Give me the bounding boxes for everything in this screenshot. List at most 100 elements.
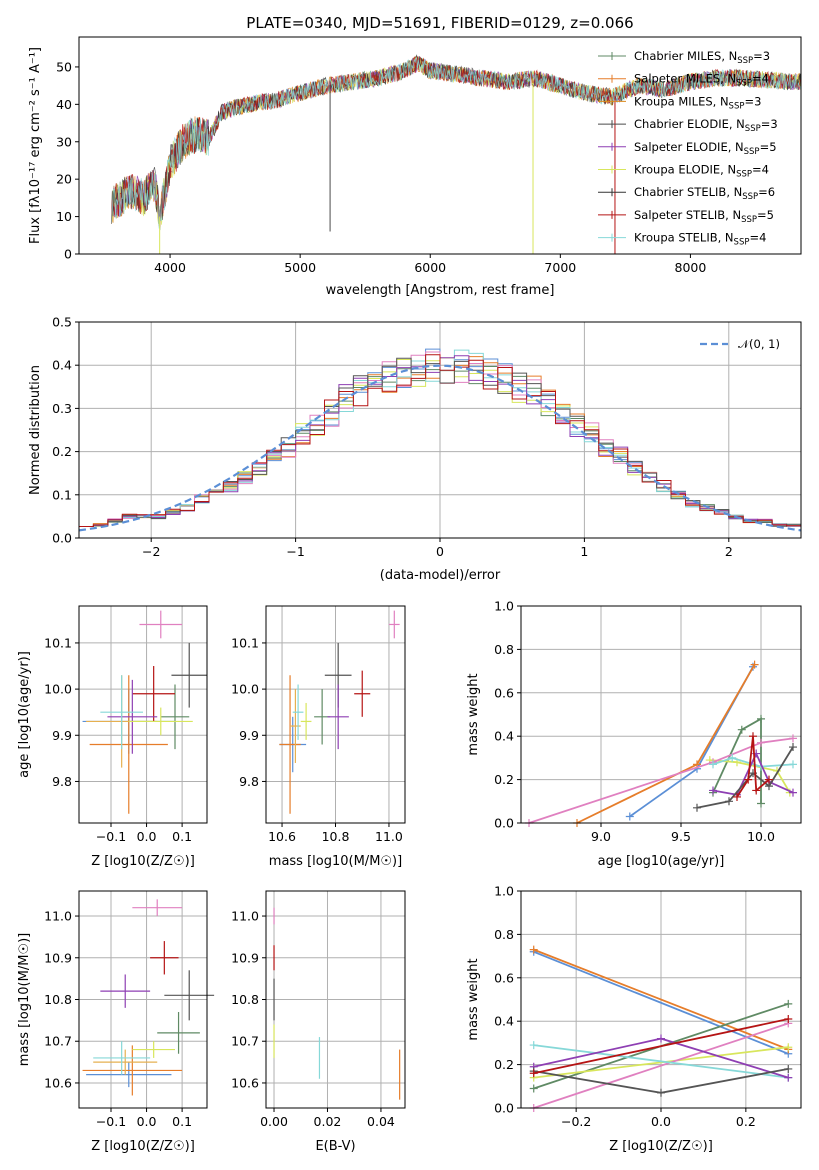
weight-marker [789, 760, 797, 769]
y-tick-label: 0.0 [494, 816, 514, 831]
x-tick-label: 0.02 [314, 1114, 342, 1129]
data-point [93, 1041, 151, 1075]
weight-marker [765, 775, 773, 784]
weight-marker [784, 1064, 793, 1073]
weight-marker [737, 725, 746, 734]
axes-frame [78, 36, 802, 255]
plot-area [78, 348, 802, 538]
y-tick-label: 10.9 [231, 950, 259, 965]
x-tick-label: −2 [142, 544, 160, 559]
data-point [388, 610, 400, 639]
data-point [86, 1062, 172, 1088]
y-tick-label: 9.9 [52, 728, 72, 743]
chart-massweight-vs-age: 9.0 9.5 10.0 0.0 0.2 0.4 0.6 0.8 1.0 age [log10(a… [466, 599, 802, 869]
weight-marker [529, 1069, 538, 1078]
x-tick-label: 9.0 [591, 829, 611, 844]
plot-area [525, 660, 797, 827]
histogram-series [78, 354, 801, 538]
data-point [139, 610, 183, 639]
weight-marker [750, 660, 759, 669]
data-point [150, 941, 179, 975]
x-tick-label: 10.0 [747, 829, 775, 844]
x-tick-label: −0.1 [96, 829, 126, 844]
data-point [327, 684, 349, 750]
data-point [132, 1041, 175, 1058]
y-tick-label: 11.0 [231, 909, 259, 924]
x-tick-label: 7000 [544, 260, 576, 275]
y-tick-label: 50 [56, 59, 72, 74]
y-tick-label: 9.8 [239, 774, 259, 789]
weight-marker [529, 945, 538, 954]
chart-title: PLATE=0340, MJD=51691, FIBERID=0129, z=0… [246, 14, 633, 32]
weight-marker [789, 734, 797, 743]
weight-marker [529, 1084, 538, 1093]
y-tick-label: 10.8 [231, 992, 259, 1007]
x-tick-label: 6000 [414, 260, 446, 275]
data-point [171, 642, 207, 708]
y-axis-label: mass weight [466, 673, 481, 755]
x-tick-label: 1 [580, 544, 588, 559]
x-axis-label: age [log10(age/yr)] [598, 854, 725, 869]
data-point [89, 675, 168, 814]
weight-marker [529, 1041, 538, 1050]
y-tick-label: 0.6 [494, 970, 514, 985]
x-axis-label: wavelength [Angstrom, rest frame] [326, 283, 555, 298]
plot-area [529, 945, 793, 1112]
data-point [82, 1045, 183, 1096]
data-point [107, 679, 158, 754]
chart-age-vs-Z: −0.1 0.0 0.1 9.8 9.9 10.0 10.1 Z [log10(Z/Z☉)] a… [17, 605, 208, 869]
y-axis-label: mass [log10(M/M☉)] [17, 933, 32, 1066]
weight-marker [625, 812, 634, 821]
x-axis-label: (data-model)/error [380, 568, 501, 583]
weight-marker [657, 1034, 665, 1043]
chart-mass-vs-EBV: 0.00 0.02 0.04 10.6 10.7 10.8 10.9 11.0 E(B-V) [231, 890, 406, 1154]
axes-frame [520, 605, 802, 824]
spectrum-line [111, 57, 801, 229]
y-tick-label: 11.0 [44, 909, 72, 924]
weight-marker [733, 792, 741, 801]
data-point [279, 675, 301, 814]
data-point [164, 970, 215, 1021]
weight-marker [784, 999, 793, 1008]
data-point [128, 707, 193, 736]
legend-entry: Salpeter STELIB, NSSP=5 [634, 208, 774, 225]
x-tick-label: 4000 [154, 260, 186, 275]
weight-marker [693, 803, 701, 812]
x-tick-label: 0.0 [137, 829, 157, 844]
y-tick-label: 10.7 [44, 1034, 72, 1049]
weight-series [533, 1044, 789, 1079]
plot-area [82, 899, 215, 1096]
y-tick-label: 10.6 [44, 1075, 72, 1090]
legend-entry: Chabrier STELIB, NSSP=6 [634, 185, 775, 202]
y-tick-label: 10.9 [44, 950, 72, 965]
data-point [93, 1049, 158, 1075]
y-tick-label: 30 [56, 134, 72, 149]
x-tick-label: 0.1 [172, 829, 192, 844]
weight-marker [757, 714, 765, 723]
x-tick-label: 8000 [675, 260, 707, 275]
y-tick-label: 0.5 [52, 315, 72, 330]
x-axis-label: mass [log10(M/M☉)] [269, 854, 402, 869]
y-tick-label: 10.6 [231, 1075, 259, 1090]
x-tick-label: 0.00 [260, 1114, 288, 1129]
y-tick-label: 0.8 [494, 642, 514, 657]
y-tick-label: 10.1 [231, 635, 259, 650]
weight-marker [657, 1088, 665, 1097]
weight-series [712, 756, 794, 768]
legend-entry: Salpeter ELODIE, NSSP=5 [634, 140, 777, 157]
y-axis-label: mass weight [466, 958, 481, 1040]
y-tick-label: 0.6 [494, 685, 514, 700]
data-point [292, 684, 304, 740]
plot-area [82, 610, 207, 814]
data-point [132, 666, 175, 722]
x-axis-label: Z [log10(Z/Z☉)] [91, 1139, 195, 1154]
y-tick-label: 9.9 [239, 728, 259, 743]
y-tick-label: 9.8 [52, 774, 72, 789]
y-tick-label: 20 [56, 172, 72, 187]
data-point [300, 702, 312, 740]
y-tick-label: 0.3 [52, 401, 72, 416]
x-axis-label: Z [log10(Z/Z☉)] [609, 1139, 713, 1154]
y-axis-label: Flux [fλ10⁻¹⁷ erg cm⁻² s⁻¹ A⁻¹] [28, 47, 43, 244]
y-tick-label: 0.1 [52, 487, 72, 502]
x-tick-label: 0 [436, 544, 444, 559]
